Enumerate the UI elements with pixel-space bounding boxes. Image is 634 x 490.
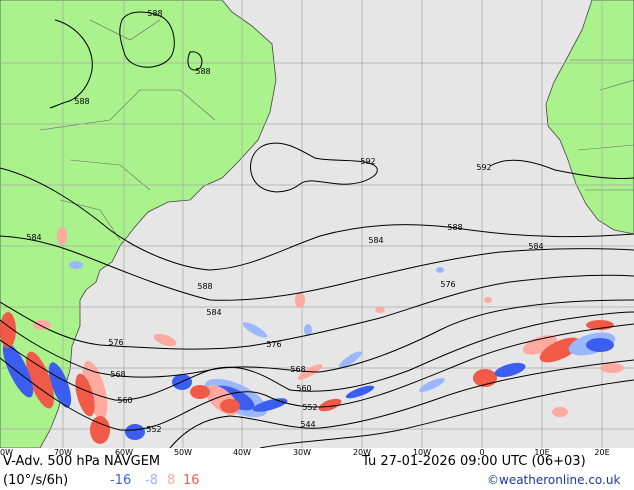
contour-label: 560 xyxy=(117,396,132,405)
africa xyxy=(545,0,634,235)
units-label: (10°/s/6h) xyxy=(3,473,69,488)
lon-label: 50W xyxy=(173,448,193,457)
contour-label: 588 xyxy=(197,282,212,291)
contour-588 xyxy=(0,167,634,271)
credit-link[interactable]: ©weatheronline.co.uk xyxy=(487,473,621,487)
lon-label: 20W xyxy=(352,448,372,457)
contour-label: 552 xyxy=(146,425,161,434)
legend-value-neg-weak: -8 xyxy=(145,473,158,488)
contour-label: 584 xyxy=(528,242,543,251)
legend-value-neg-strong: -16 xyxy=(110,473,132,488)
contour-560 xyxy=(0,311,634,401)
contour-label: 584 xyxy=(206,308,221,317)
contour-lines xyxy=(0,11,634,449)
land xyxy=(0,0,634,449)
lon-label: 10E xyxy=(534,448,550,457)
contour-label: 588 xyxy=(195,67,210,76)
contour-588-small xyxy=(187,51,203,71)
lon-label: 0 xyxy=(479,448,485,457)
contour-536 xyxy=(259,379,634,449)
contour-label: 544 xyxy=(300,420,315,429)
lon-label: 70W xyxy=(53,448,73,457)
contour-label: 560 xyxy=(296,384,311,393)
map-title: V-Adv. 500 hPa NAVGEM xyxy=(3,454,161,469)
contour-592-ocean xyxy=(250,142,378,193)
contour-label: 576 xyxy=(266,340,281,349)
contour-label: 576 xyxy=(440,280,455,289)
grid-lines xyxy=(0,0,634,448)
contour-label: 592 xyxy=(360,157,375,166)
legend-value-pos-weak: 8 xyxy=(167,473,176,488)
contour-544 xyxy=(169,359,634,449)
lon-label: 60W xyxy=(114,448,134,457)
contour-label: 584 xyxy=(368,236,383,245)
contour-label: 576 xyxy=(108,338,123,347)
map-footer: 80W 70W 60W 50W 40W 30W 20W 10W 0 10E 20… xyxy=(0,448,634,490)
contour-label: 592 xyxy=(476,163,491,172)
contour-label: 552 xyxy=(302,403,317,412)
contour-label: 588 xyxy=(147,9,162,18)
lon-label: 40W xyxy=(232,448,252,457)
lon-label: 30W xyxy=(292,448,312,457)
lon-label: 80W xyxy=(0,448,14,457)
contour-568 xyxy=(0,299,634,378)
weather-map: 588 588 588 592 592 588 584 584 584 588 … xyxy=(0,0,634,449)
contour-label: 588 xyxy=(447,223,462,232)
lon-label: 10W xyxy=(412,448,432,457)
contour-label: 584 xyxy=(26,233,41,242)
legend-value-pos-strong: 16 xyxy=(183,473,200,488)
contour-584 xyxy=(0,235,634,301)
contour-592-east xyxy=(489,159,634,179)
contour-552 xyxy=(0,323,634,431)
contour-588-west xyxy=(49,19,93,109)
lon-label: 20E xyxy=(594,448,610,457)
contour-label: 568 xyxy=(290,365,305,374)
contour-label: 588 xyxy=(74,97,89,106)
contour-588-north xyxy=(119,11,175,68)
contour-labels: 588 588 588 592 592 588 584 584 584 588 … xyxy=(26,9,543,434)
map-datetime: Tu 27-01-2026 09:00 UTC (06+03) xyxy=(362,454,586,469)
contour-576 xyxy=(0,274,634,350)
contour-label: 568 xyxy=(110,370,125,379)
